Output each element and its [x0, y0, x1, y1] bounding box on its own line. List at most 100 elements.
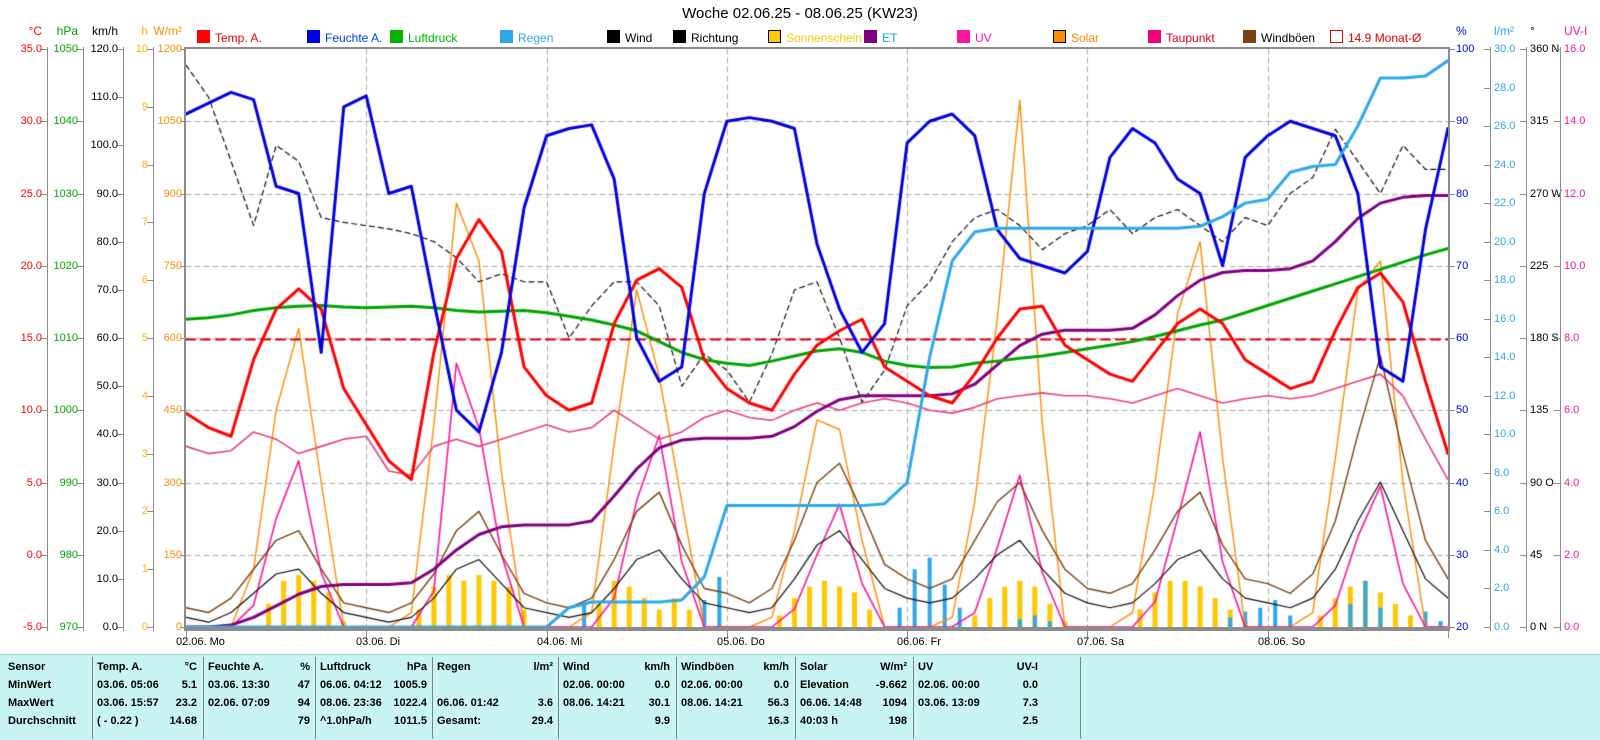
axis-tick-hpa: [77, 555, 83, 556]
stats-cell-value: -9.662: [875, 679, 907, 691]
stats-cell-label: 02.06. 07:09: [208, 697, 270, 709]
stats-table: Sensor MinWert MaxWert Durchschnitt Temp. A.…: [0, 654, 1600, 740]
axis-tick-wm2: [180, 338, 186, 339]
stats-cell-value: 29.4: [531, 715, 553, 727]
stats-column-divider: [92, 657, 93, 739]
stats-cell-value: °C: [184, 661, 197, 673]
axis-tick-h: [147, 280, 153, 281]
stats-cell-label: 02.06. 00:00: [681, 679, 743, 691]
x-axis-day-label: 04.06. Mi: [537, 636, 583, 648]
axis-tick-deg: [1520, 410, 1526, 411]
legend-label: Richtung: [691, 31, 739, 45]
axis-tick-hpa: [77, 266, 83, 267]
axis-ticklabel-kmh: 30.0: [96, 477, 118, 489]
stats-cell-label: Regen: [437, 661, 471, 673]
axis-tick-lm2: [1484, 242, 1490, 243]
axis-tick-c: [41, 121, 47, 122]
axis-ticklabel-kmh: 120.0: [90, 43, 118, 55]
stats-cell-value: %: [300, 661, 310, 673]
axis-tick-hpa: [77, 627, 83, 628]
axis-line-hpa: [83, 47, 84, 631]
stats-col-windboeen: Windböen km/h 02.06. 00:00 0.0 08.06. 14:21 5…: [681, 655, 789, 740]
axis-tick-uvi: [1554, 483, 1560, 484]
axis-ticklabel-deg: 90 O: [1530, 477, 1554, 489]
axis-tick-h: [147, 454, 153, 455]
axis-header-uvi: UV-I: [1564, 24, 1588, 38]
chart-canvas[interactable]: [186, 49, 1448, 627]
wind-swatch-icon: [607, 30, 620, 43]
stats-cell-value: km/h: [763, 661, 789, 673]
axis-tick-kmh: [117, 338, 123, 339]
axis-tick-pct: [1449, 627, 1455, 628]
stats-cell-value: 1011.5: [393, 715, 427, 727]
axis-ticklabel-h: 9: [141, 101, 148, 113]
axis-ticklabel-deg: 180 S: [1530, 332, 1559, 344]
axis-tick-pct: [1449, 49, 1455, 50]
axis-tick-lm2: [1484, 126, 1490, 127]
stats-cell-value: 79: [297, 715, 310, 727]
axis-ticklabel-uvi: 8.0: [1564, 332, 1580, 344]
stats-cell-value: 0.0: [1022, 679, 1038, 691]
legend-label: Windböen: [1261, 31, 1316, 45]
stats-column-divider: [203, 657, 204, 739]
stats-col-luftdruck: Luftdruck hPa 06.06. 04:12 1005.9 08.06. 23:…: [320, 655, 427, 740]
axis-ticklabel-uvi: 16.0: [1564, 43, 1586, 55]
axis-ticklabel-wm2: 150: [163, 549, 182, 561]
stats-cell-value: 47: [297, 679, 310, 691]
stats-cell-value: l/m²: [533, 661, 553, 673]
stats-column-divider: [315, 657, 316, 739]
axis-tick-lm2: [1484, 627, 1490, 628]
axis-ticklabel-wm2: 0: [175, 621, 182, 633]
axis-ticklabel-lm2: 6.0: [1494, 505, 1510, 517]
legend-item-uv: UV: [957, 30, 992, 45]
axis-tick-wm2: [180, 49, 186, 50]
axis-ticklabel-c: 25.0: [20, 188, 42, 200]
axis-ticklabel-pct: 90: [1456, 115, 1469, 127]
axis-ticklabel-kmh: 70.0: [96, 284, 118, 296]
axis-ticklabel-lm2: 2.0: [1494, 582, 1510, 594]
richtung-swatch-icon: [673, 30, 686, 43]
stats-cell-value: 7.3: [1022, 697, 1038, 709]
legend-label: Luftdruck: [408, 31, 458, 45]
stats-cell-label: 03.06. 05:06: [97, 679, 159, 691]
axis-tick-wm2: [180, 483, 186, 484]
stats-cell-label: Windböen: [681, 661, 735, 673]
axis-ticklabel-lm2: 18.0: [1494, 274, 1516, 286]
stats-cell-value: 198: [888, 715, 907, 727]
axis-ticklabel-hpa: 1000: [53, 404, 78, 416]
axis-ticklabel-h: 3: [141, 448, 148, 460]
axis-tick-deg: [1520, 555, 1526, 556]
axis-tick-deg: [1520, 49, 1526, 50]
axis-tick-lm2: [1484, 165, 1490, 166]
axis-ticklabel-h: 7: [141, 216, 148, 228]
stats-column-divider: [913, 657, 914, 739]
legend-item-taupunkt: Taupunkt: [1148, 30, 1215, 45]
stats-cell-label: 02.06. 00:00: [563, 679, 625, 691]
axis-header-hpa: hPa: [56, 24, 78, 38]
axis-ticklabel-deg: 135: [1530, 404, 1549, 416]
stats-cell-value: 9.9: [654, 715, 670, 727]
axis-tick-c: [41, 555, 47, 556]
legend-label: 14.9 Monat-Ø: [1348, 31, 1422, 45]
stats-column-divider: [1080, 657, 1081, 739]
axis-ticklabel-lm2: 30.0: [1494, 43, 1516, 55]
et-swatch-icon: [864, 30, 877, 43]
axis-tick-wm2: [180, 627, 186, 628]
axis-header-kmh: km/h: [91, 24, 118, 38]
stats-row-label: MinWert: [8, 679, 52, 691]
legend-item-windboeen: Windböen: [1243, 30, 1316, 45]
legend-item-regen: Regen: [500, 30, 553, 45]
x-axis-day-label: 06.06. Fr: [897, 636, 942, 648]
axis-tick-h: [147, 569, 153, 570]
axis-header-c: °C: [28, 24, 42, 38]
axis-ticklabel-h: 10: [135, 43, 148, 55]
legend-label: Temp. A.: [215, 31, 262, 45]
uv-swatch-icon: [957, 30, 970, 43]
taupunkt-swatch-icon: [1148, 30, 1161, 43]
axis-header-deg: °: [1530, 24, 1535, 38]
axis-ticklabel-hpa: 970: [59, 621, 78, 633]
axis-tick-c: [41, 627, 47, 628]
axis-ticklabel-kmh: 100.0: [90, 139, 118, 151]
axis-tick-pct: [1449, 410, 1455, 411]
stats-cell-label: Wind: [563, 661, 590, 673]
